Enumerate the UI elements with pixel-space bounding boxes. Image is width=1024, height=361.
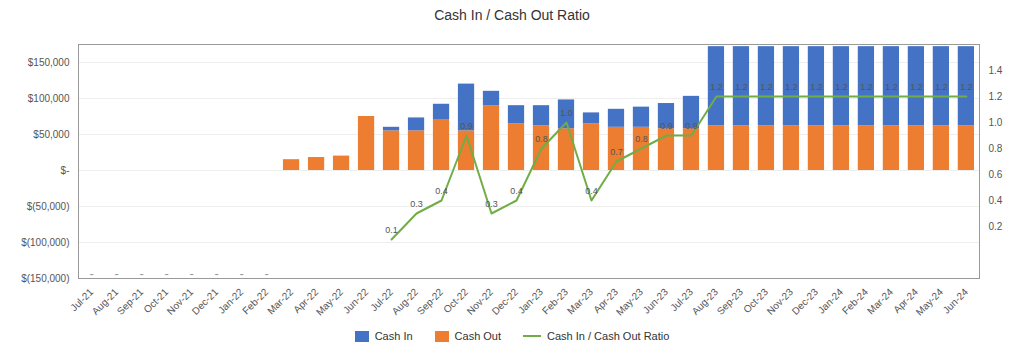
svg-text:0.8: 0.8 (635, 134, 648, 144)
svg-text:$150,000: $150,000 (28, 57, 70, 68)
svg-text:Nov-21: Nov-21 (165, 286, 196, 317)
svg-text:$(50,000): $(50,000) (27, 201, 70, 212)
svg-text:0.7: 0.7 (610, 147, 623, 157)
svg-text:0.9: 0.9 (460, 121, 473, 131)
svg-text:Sep-23: Sep-23 (715, 286, 746, 317)
svg-text:-: - (214, 266, 218, 281)
svg-text:Aug-21: Aug-21 (90, 286, 121, 317)
html-text:Cash In / Cash Out Ratio: Cash In / Cash Out Ratio (547, 330, 670, 342)
svg-text:1.2: 1.2 (710, 82, 723, 92)
svg-text:1.2: 1.2 (885, 82, 898, 92)
svg-text:1.2: 1.2 (935, 82, 948, 92)
svg-text:0.3: 0.3 (410, 199, 423, 209)
svg-text:-: - (114, 266, 118, 281)
svg-text:0.8: 0.8 (989, 143, 1003, 154)
svg-text:-: - (89, 266, 93, 281)
svg-text:0.2: 0.2 (989, 221, 1003, 232)
svg-text:0.6: 0.6 (989, 169, 1003, 180)
svg-text:Jul-22: Jul-22 (368, 286, 396, 314)
svg-text:-: - (139, 266, 143, 281)
svg-text:1.4: 1.4 (989, 65, 1003, 76)
svg-text:May-24: May-24 (914, 286, 946, 318)
svg-text:1.2: 1.2 (810, 82, 823, 92)
svg-text:$(150,000): $(150,000) (21, 273, 69, 284)
svg-text:Jun-22: Jun-22 (341, 286, 371, 316)
svg-text:Feb-22: Feb-22 (240, 286, 270, 316)
svg-text:0.9: 0.9 (660, 121, 673, 131)
svg-text:-: - (264, 266, 268, 281)
svg-text:1.2: 1.2 (760, 82, 773, 92)
svg-text:0.4: 0.4 (585, 186, 598, 196)
svg-text:1.2: 1.2 (785, 82, 798, 92)
svg-text:0.4: 0.4 (510, 186, 523, 196)
svg-text:Dec-23: Dec-23 (790, 286, 821, 317)
html-text:Cash In / Cash Out Ratio: Cash In / Cash Out Ratio (434, 7, 590, 23)
svg-text:-: - (164, 266, 168, 281)
svg-text:Jun-23: Jun-23 (641, 286, 671, 316)
svg-text:Apr-24: Apr-24 (891, 286, 921, 316)
svg-text:$(100,000): $(100,000) (21, 237, 69, 248)
svg-text:Sep-22: Sep-22 (415, 286, 446, 317)
svg-text:Dec-21: Dec-21 (190, 286, 221, 317)
svg-text:Jul-21: Jul-21 (68, 286, 96, 314)
svg-text:$50,000: $50,000 (33, 129, 70, 140)
svg-text:0.4: 0.4 (435, 186, 448, 196)
svg-text:Jan-22: Jan-22 (216, 286, 246, 316)
svg-text:Jun-24: Jun-24 (941, 286, 971, 316)
svg-text:Dec-22: Dec-22 (490, 286, 521, 317)
svg-text:1.2: 1.2 (910, 82, 923, 92)
svg-text:Mar-24: Mar-24 (865, 286, 895, 316)
svg-text:May-23: May-23 (614, 286, 646, 318)
svg-text:Jul-23: Jul-23 (668, 286, 696, 314)
svg-text:1.2: 1.2 (960, 82, 973, 92)
svg-text:1.2: 1.2 (735, 82, 748, 92)
svg-text:Oct-22: Oct-22 (441, 286, 471, 316)
svg-text:-: - (239, 266, 243, 281)
svg-text:Aug-23: Aug-23 (690, 286, 721, 317)
html-text:Cash Out: Cash Out (454, 330, 501, 342)
svg-text:Mar-23: Mar-23 (565, 286, 595, 316)
svg-text:1.0: 1.0 (560, 108, 573, 118)
svg-text:0.1: 0.1 (385, 225, 398, 235)
svg-text:Nov-22: Nov-22 (465, 286, 496, 317)
svg-text:0.9: 0.9 (685, 121, 698, 131)
html-text:Cash In: Cash In (374, 330, 413, 342)
svg-text:$100,000: $100,000 (28, 93, 70, 104)
svg-text:Sep-21: Sep-21 (115, 286, 146, 317)
svg-text:Jan-23: Jan-23 (516, 286, 546, 316)
svg-text:May-22: May-22 (314, 286, 346, 318)
svg-text:0.8: 0.8 (535, 134, 548, 144)
svg-text:Mar-22: Mar-22 (265, 286, 295, 316)
svg-text:Apr-22: Apr-22 (291, 286, 321, 316)
svg-text:1.2: 1.2 (989, 91, 1003, 102)
svg-text:Feb-24: Feb-24 (840, 286, 870, 316)
svg-text:Apr-23: Apr-23 (591, 286, 621, 316)
svg-text:0.4: 0.4 (989, 195, 1003, 206)
svg-text:Aug-22: Aug-22 (390, 286, 421, 317)
svg-text:1.2: 1.2 (835, 82, 848, 92)
svg-text:Nov-23: Nov-23 (765, 286, 796, 317)
svg-text:1.0: 1.0 (989, 117, 1003, 128)
svg-text:$-: $- (61, 165, 70, 176)
svg-text:1.2: 1.2 (860, 82, 873, 92)
svg-text:Oct-21: Oct-21 (141, 286, 171, 316)
svg-text:Jan-24: Jan-24 (816, 286, 846, 316)
svg-text:Oct-23: Oct-23 (741, 286, 771, 316)
svg-text:0.3: 0.3 (485, 199, 498, 209)
svg-text:Feb-23: Feb-23 (540, 286, 570, 316)
svg-text:-: - (189, 266, 193, 281)
